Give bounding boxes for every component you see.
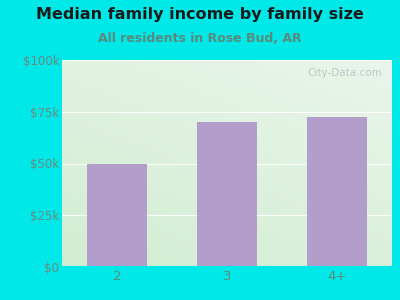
- Bar: [197, 122, 257, 267]
- Bar: [307, 117, 367, 267]
- Bar: [87, 164, 147, 267]
- Text: Median family income by family size: Median family income by family size: [36, 8, 364, 22]
- Text: All residents in Rose Bud, AR: All residents in Rose Bud, AR: [98, 32, 302, 44]
- Text: City-Data.com: City-Data.com: [307, 68, 382, 78]
